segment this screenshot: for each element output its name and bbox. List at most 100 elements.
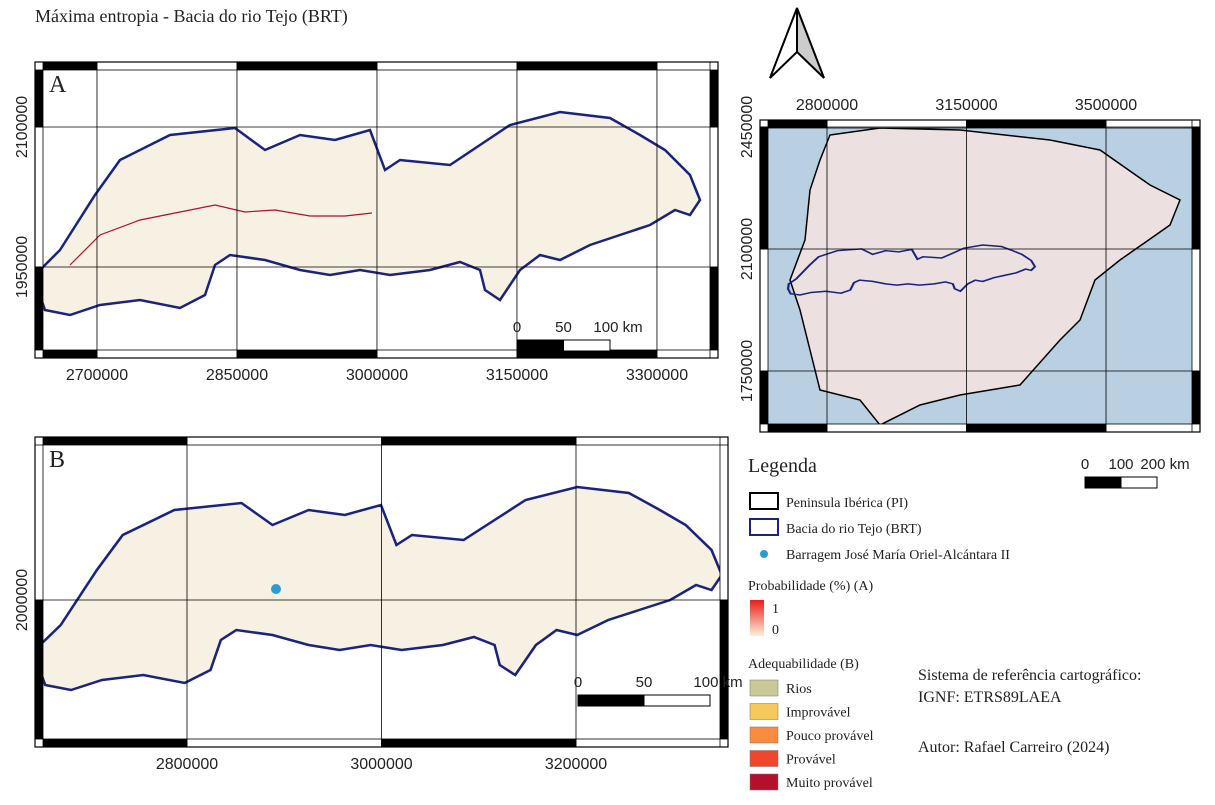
- frame-strip: [236, 61, 378, 71]
- frame-strip: [1191, 126, 1201, 250]
- x-tick-label: 3500000: [1075, 97, 1137, 114]
- author: Autor: Rafael Carreiro (2024): [918, 739, 1109, 756]
- legend-swatch: [749, 518, 779, 536]
- map-frame: [759, 119, 1201, 433]
- scale-bar: [1120, 476, 1158, 489]
- crs-value: IGNF: ETRS89LAEA: [918, 689, 1062, 706]
- y-tick-label: 2000000: [14, 569, 31, 631]
- map-a-content: [36, 110, 702, 317]
- frame-strip: [575, 436, 721, 446]
- frame-strip: [34, 126, 44, 268]
- scale-bar: [1084, 476, 1122, 489]
- scale-bar: [516, 339, 564, 352]
- y-tick-label: 1750000: [739, 340, 756, 402]
- frame-strip: [826, 423, 967, 433]
- frame-strip: [767, 423, 828, 433]
- scale-label: 200 km: [1140, 456, 1189, 473]
- legend-swatch: [749, 492, 779, 510]
- legend-item: Rios: [786, 682, 812, 697]
- frame-strip: [42, 738, 188, 748]
- frame-strip: [759, 370, 769, 425]
- frame-strip: [186, 738, 382, 748]
- frame-strip: [381, 436, 577, 446]
- legend-item: Barragem José María Oriel-Alcántara II: [786, 548, 1010, 563]
- x-tick-label: 3200000: [545, 756, 607, 773]
- frame-strip: [34, 69, 44, 128]
- frame-strip: [34, 599, 44, 740]
- scale-label: 0: [574, 674, 582, 691]
- ramp-min: 0: [772, 623, 779, 638]
- x-tick-label: 2700000: [66, 367, 128, 384]
- color-ramp: [750, 600, 764, 636]
- legend-swatch: [760, 550, 768, 558]
- y-tick-label: 1950000: [14, 236, 31, 298]
- legend-swatch: [749, 773, 779, 791]
- scale-label: 50: [555, 319, 572, 336]
- scale-bar: [643, 694, 711, 707]
- scale-label: 100: [1108, 456, 1133, 473]
- map-frame: [34, 61, 719, 359]
- frame-strip: [966, 423, 1107, 433]
- x-tick-label: 3000000: [350, 756, 412, 773]
- x-tick-label: 2850000: [206, 367, 268, 384]
- frame-strip: [759, 126, 769, 250]
- scale-label: 100 km: [693, 674, 742, 691]
- frame-strip: [42, 349, 98, 359]
- inset-content: [768, 127, 1192, 426]
- frame-strip: [42, 436, 188, 446]
- frame-strip: [376, 61, 518, 71]
- frame-strip: [719, 599, 729, 740]
- scale-label: 50: [636, 674, 653, 691]
- scale-label: 0: [1081, 456, 1089, 473]
- legend-item: Bacia do rio Tejo (BRT): [786, 522, 922, 537]
- frame-strip: [236, 349, 378, 359]
- map-b-content: [36, 485, 724, 692]
- frame-strip: [96, 61, 238, 71]
- frame-strip: [96, 349, 238, 359]
- legend-swatch: [749, 726, 779, 744]
- y-tick-label: 2100000: [14, 96, 31, 158]
- frame-strip: [656, 61, 711, 71]
- legend-subtitle: Probabilidade (%) (A): [748, 579, 874, 594]
- legend-swatch: [749, 750, 779, 767]
- y-tick-label: 2450000: [739, 96, 756, 158]
- scale-label: 0: [513, 319, 521, 336]
- frame-strip: [759, 248, 769, 372]
- x-tick-label: 2800000: [796, 97, 858, 114]
- frame-strip: [42, 61, 98, 71]
- dam-point: [271, 584, 281, 594]
- y-tick-label: 2100000: [739, 218, 756, 280]
- legend-item: Pouco provável: [786, 729, 874, 744]
- map-label: B: [49, 447, 65, 473]
- scale-bar: [563, 339, 611, 352]
- map-label: A: [49, 72, 67, 98]
- page-title: Máxima entropia - Bacia do rio Tejo (BRT…: [35, 6, 348, 27]
- x-tick-label: 3150000: [486, 367, 548, 384]
- frame-strip: [1191, 248, 1201, 372]
- legend-subtitle: Adequabilidade (B): [748, 657, 859, 672]
- x-tick-label: 3300000: [626, 367, 688, 384]
- legend: Legenda Peninsula Ibérica (PI) Bacia do ri…: [748, 455, 1010, 791]
- frame-strip: [709, 126, 719, 268]
- frame-strip: [709, 69, 719, 128]
- x-tick-label: 3150000: [935, 97, 997, 114]
- frame-strip: [186, 436, 382, 446]
- legend-item: Peninsula Ibérica (PI): [786, 496, 908, 511]
- frame-strip: [1191, 370, 1201, 425]
- frame-strip: [516, 61, 658, 71]
- frame-strip: [376, 349, 518, 359]
- frame-strip: [719, 444, 729, 601]
- crs-title: Sistema de referência cartográfico:: [918, 667, 1141, 684]
- legend-swatch: [749, 703, 779, 720]
- legend-swatch: [749, 679, 779, 697]
- legend-item: Muito provável: [786, 776, 873, 791]
- legend-item: Provável: [786, 753, 836, 768]
- legend-item: Improvável: [786, 706, 851, 721]
- x-tick-label: 2800000: [156, 756, 218, 773]
- scale-label: 100 km: [593, 319, 642, 336]
- frame-strip: [656, 349, 711, 359]
- scale-bar: [577, 694, 645, 707]
- x-tick-label: 3000000: [346, 367, 408, 384]
- north-arrow: [769, 7, 825, 79]
